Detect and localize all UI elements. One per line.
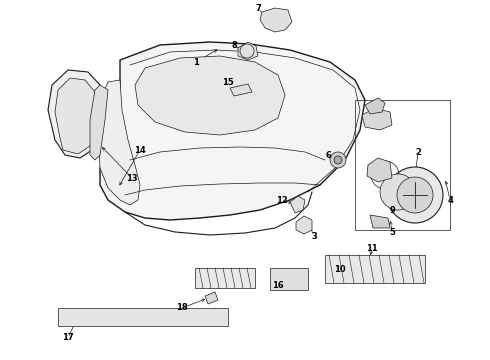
Text: 7: 7	[255, 4, 261, 13]
Polygon shape	[98, 80, 140, 205]
Bar	[355, 100, 450, 230]
Polygon shape	[260, 8, 292, 32]
Text: 15: 15	[222, 77, 234, 86]
Text: 5: 5	[389, 228, 395, 237]
Polygon shape	[205, 292, 218, 304]
Bar	[270, 268, 308, 290]
Bar	[58, 308, 228, 326]
Polygon shape	[100, 42, 365, 220]
Text: 17: 17	[62, 333, 74, 342]
Text: 8: 8	[231, 41, 237, 50]
Circle shape	[380, 174, 416, 210]
Polygon shape	[135, 56, 285, 135]
Text: 12: 12	[276, 195, 288, 204]
Circle shape	[387, 167, 443, 223]
Circle shape	[334, 156, 342, 164]
Polygon shape	[367, 158, 392, 182]
Circle shape	[397, 177, 433, 213]
Polygon shape	[370, 215, 390, 228]
Text: 3: 3	[311, 231, 317, 240]
Polygon shape	[290, 196, 305, 213]
Polygon shape	[48, 70, 100, 158]
Circle shape	[330, 152, 346, 168]
Text: 14: 14	[134, 145, 146, 154]
Text: 2: 2	[415, 148, 421, 157]
Polygon shape	[365, 98, 385, 114]
Text: 1: 1	[193, 58, 199, 67]
Text: 16: 16	[272, 280, 284, 289]
Polygon shape	[55, 78, 95, 154]
Text: 10: 10	[334, 266, 346, 274]
Text: 4: 4	[447, 195, 453, 204]
Text: 13: 13	[126, 174, 138, 183]
Bar	[325, 255, 425, 283]
Polygon shape	[238, 42, 258, 60]
Polygon shape	[296, 216, 312, 234]
Polygon shape	[362, 108, 392, 130]
Bar	[195, 268, 255, 288]
Polygon shape	[90, 85, 108, 160]
Polygon shape	[230, 84, 252, 96]
Text: 9: 9	[389, 206, 395, 215]
Text: 11: 11	[366, 243, 378, 252]
Text: 6: 6	[325, 150, 331, 159]
Text: 18: 18	[176, 303, 188, 312]
